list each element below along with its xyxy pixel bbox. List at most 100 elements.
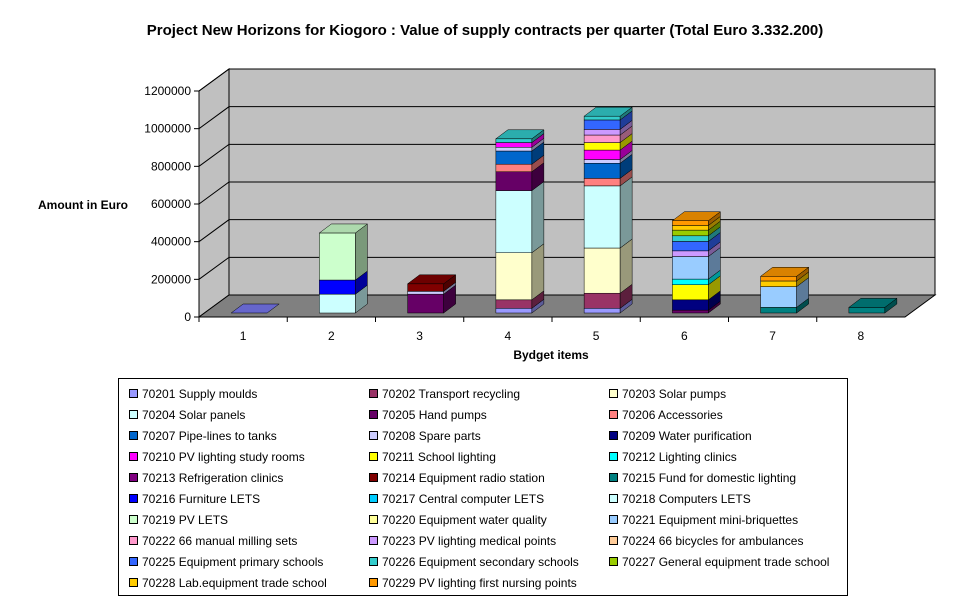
bar-segment xyxy=(583,185,621,249)
y-tick-label: 0 xyxy=(184,310,191,324)
bar-segment-top xyxy=(759,267,810,277)
legend-entry: 70227 General equipment trade school xyxy=(609,554,829,570)
legend-label: 70215 Fund for domestic lighting xyxy=(622,471,797,485)
legend-entry: 70219 PV LETS xyxy=(129,512,228,528)
legend-swatch xyxy=(609,473,618,483)
legend-label: 70214 Equipment radio station xyxy=(382,471,545,485)
legend-label: 70229 PV lighting first nursing points xyxy=(382,576,577,590)
legend-entry: 70208 Spare parts xyxy=(369,428,481,444)
legend-entry: 70206 Accessories xyxy=(609,407,723,423)
bar-segment xyxy=(319,293,356,314)
bar-segment xyxy=(672,241,709,252)
bar-segment xyxy=(672,256,709,280)
legend-label: 70220 Equipment water quality xyxy=(382,513,547,527)
legend-label: 70225 Equipment primary schools xyxy=(142,555,324,569)
x-axis-label: Bydget items xyxy=(513,348,589,362)
legend-entry: 70207 Pipe-lines to tanks xyxy=(129,428,277,444)
bar-segment xyxy=(495,147,533,152)
bar-segment xyxy=(672,299,709,311)
bar-segment xyxy=(495,190,533,253)
bar-segment xyxy=(495,308,533,314)
y-tick-label: 600000 xyxy=(151,197,191,211)
legend-swatch xyxy=(369,389,378,399)
legend-swatch xyxy=(369,410,378,420)
legend-entry: 70228 Lab.equipment trade school xyxy=(129,575,327,591)
x-tick-label: 6 xyxy=(681,329,688,343)
bar-segment xyxy=(583,292,621,309)
chart-title: Project New Horizons for Kiogoro : Value… xyxy=(146,22,824,39)
x-tick-label: 4 xyxy=(505,329,512,343)
y-tick-label: 800000 xyxy=(151,159,191,173)
bar-segment xyxy=(583,178,621,187)
legend-swatch xyxy=(369,536,378,546)
legend-entry: 70213 Refrigeration clinics xyxy=(129,470,283,486)
legend-label: 70211 School lighting xyxy=(382,450,496,464)
legend-entry: 70209 Water purification xyxy=(609,428,752,444)
legend-entry: 70229 PV lighting first nursing points xyxy=(369,575,577,591)
bar-segment xyxy=(407,293,444,314)
bar-segment-side xyxy=(531,181,545,254)
legend-entry: 70226 Equipment secondary schools xyxy=(369,554,579,570)
legend-label: 70227 General equipment trade school xyxy=(622,555,830,569)
bar-segment xyxy=(407,291,444,295)
bar-segment-side xyxy=(531,243,545,301)
legend-label: 70226 Equipment secondary schools xyxy=(382,555,579,569)
bar-segment xyxy=(672,250,709,257)
bar-segment-top xyxy=(495,129,545,140)
legend-entry: 70211 School lighting xyxy=(369,449,496,465)
bar-segment xyxy=(672,284,709,301)
bar-segment xyxy=(495,142,533,148)
bar-segment xyxy=(495,138,533,143)
bar-segment xyxy=(672,309,709,314)
bar-segment xyxy=(848,307,886,314)
legend-label: 70228 Lab.equipment trade school xyxy=(142,576,327,590)
legend-entry: 70204 Solar panels xyxy=(129,407,245,423)
bar-segment xyxy=(672,278,709,286)
bar-segment-side xyxy=(619,176,633,249)
x-tick-label: 8 xyxy=(858,329,865,343)
legend-entry: 70222 66 manual milling sets xyxy=(129,533,297,549)
bar-segment-top xyxy=(848,298,898,308)
legend-swatch xyxy=(129,473,138,483)
bar-segment xyxy=(583,159,621,164)
legend-swatch xyxy=(609,536,618,546)
legend-label: 70202 Transport recycling xyxy=(382,387,521,401)
legend-swatch xyxy=(609,452,618,462)
bar-segment xyxy=(583,119,621,130)
bar-segment xyxy=(672,220,709,226)
bar-segment xyxy=(583,142,621,151)
legend-entry: 70221 Equipment mini-briquettes xyxy=(609,512,798,528)
y-tick-label: 400000 xyxy=(151,235,191,249)
y-tick-label: 1000000 xyxy=(144,122,191,136)
bar-segment xyxy=(672,235,709,242)
bar-segment xyxy=(583,247,621,294)
legend-swatch xyxy=(129,494,138,504)
legend-entry: 70202 Transport recycling xyxy=(369,386,520,402)
bar-segment-top xyxy=(406,274,457,285)
legend-entry: 70218 Computers LETS xyxy=(609,491,751,507)
bar-segment-side xyxy=(355,223,368,281)
y-axis-label: Amount in Euro xyxy=(38,198,128,212)
bar-segment-top xyxy=(671,211,722,221)
legend-entry: 70223 PV lighting medical points xyxy=(369,533,556,549)
legend-swatch xyxy=(609,494,618,504)
legend-entry: 70214 Equipment radio station xyxy=(369,470,545,486)
legend-entry: 70216 Furniture LETS xyxy=(129,491,260,507)
legend-label: 70201 Supply moulds xyxy=(142,387,258,401)
bar-segment xyxy=(583,149,621,160)
bar-segment xyxy=(495,171,533,191)
y-tick-label: 1200000 xyxy=(144,84,191,98)
legend-label: 70223 PV lighting medical points xyxy=(382,534,557,548)
legend: 70201 Supply moulds 70202 Transport recyc… xyxy=(118,378,848,596)
legend-label: 70207 Pipe-lines to tanks xyxy=(142,429,277,443)
legend-label: 70208 Spare parts xyxy=(382,429,481,443)
bar-segment xyxy=(672,229,709,237)
bar-segment xyxy=(760,307,797,314)
legend-entry: 70210 PV lighting study rooms xyxy=(129,449,305,465)
legend-entry: 70220 Equipment water quality xyxy=(369,512,547,528)
legend-swatch xyxy=(609,431,618,441)
legend-swatch xyxy=(129,431,138,441)
bar-segment xyxy=(230,303,280,314)
bar-segment xyxy=(407,283,444,292)
